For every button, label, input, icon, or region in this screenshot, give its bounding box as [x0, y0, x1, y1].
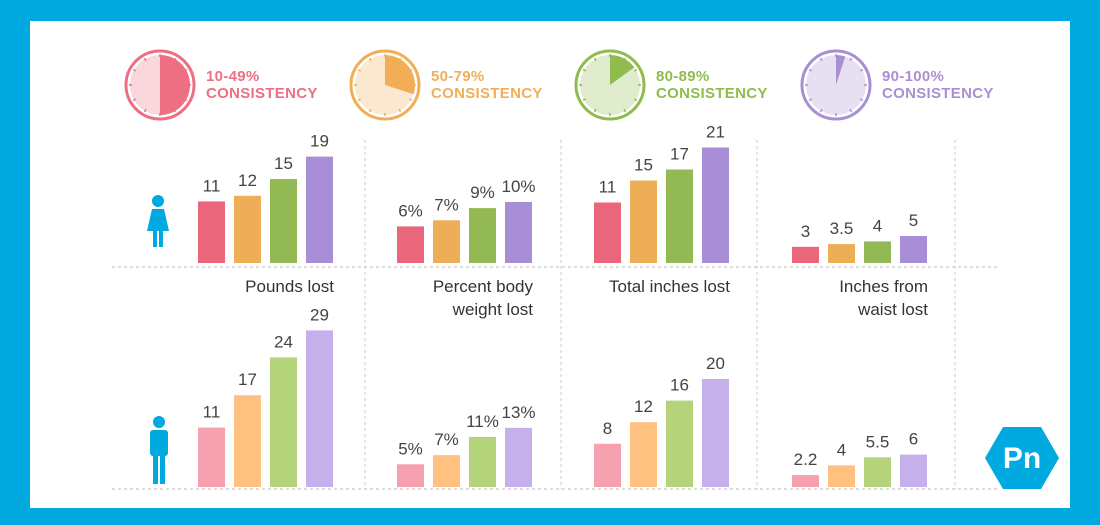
bar-women-p3-s4	[702, 147, 729, 263]
bar-women-p2-s1	[397, 226, 424, 263]
value-label-men-p1-s4: 29	[310, 305, 329, 324]
figures	[147, 195, 169, 484]
value-label-men-p1-s1: 11	[203, 403, 221, 422]
legend-consistency: CONSISTENCY	[431, 85, 543, 102]
woman-icon	[147, 195, 169, 247]
legend-label: 50-79% CONSISTENCY	[431, 68, 543, 102]
value-label-women-p2-s4: 10%	[501, 177, 535, 196]
value-label-women-p2-s1: 6%	[398, 201, 423, 220]
bar-men-p1-s3	[270, 357, 297, 487]
value-label-men-p4-s1: 2.2	[794, 450, 818, 469]
bar-men-p3-s3	[666, 400, 693, 487]
legend-percent: 80-89%	[656, 68, 710, 85]
bar-women-p4-s1	[792, 246, 819, 263]
category-label-p2: weight lost	[452, 300, 534, 319]
bar-women-p3-s1	[594, 202, 621, 263]
bar-men-p3-s1	[594, 443, 621, 487]
clock-icon	[800, 49, 872, 121]
legend-percent: 50-79%	[431, 68, 485, 85]
bar-men-p3-s2	[630, 422, 657, 487]
bar-men-p2-s2	[433, 455, 460, 487]
man-icon	[150, 416, 168, 484]
bar-women-p2-s4	[505, 202, 532, 263]
value-label-women-p1-s3: 15	[274, 154, 293, 173]
bar-men-p4-s4	[900, 454, 927, 487]
legend-item-2: 50-79% CONSISTENCY	[349, 49, 543, 121]
bar-women-p4-s4	[900, 236, 927, 263]
value-label-men-p2-s1: 5%	[398, 439, 423, 458]
value-label-men-p2-s3: 11%	[466, 412, 499, 431]
bar-women-p3-s2	[630, 180, 657, 263]
legend-item-3: 80-89% CONSISTENCY	[574, 49, 768, 121]
legend-percent: 10-49%	[206, 68, 260, 85]
bar-men-p2-s4	[505, 427, 532, 487]
bars: 11 12 15 19 11 17 24 29 Pounds lost 6% 7% 9% 10% 5% 7%…	[198, 123, 928, 487]
value-label-women-p1-s1: 11	[203, 176, 221, 195]
category-label-p2: Percent body	[433, 277, 534, 296]
bar-men-p4-s3	[864, 457, 891, 487]
legend-consistency: CONSISTENCY	[882, 85, 994, 102]
value-label-women-p4-s3: 4	[873, 216, 882, 235]
value-label-women-p4-s2: 3.5	[830, 219, 854, 238]
legend-consistency: CONSISTENCY	[656, 85, 768, 102]
legend-item-4: 90-100% CONSISTENCY	[800, 49, 994, 121]
legend-percent: 90-100%	[882, 68, 945, 85]
value-label-men-p4-s4: 6	[909, 430, 918, 449]
bar-men-p1-s1	[198, 427, 225, 487]
legend-label: 10-49% CONSISTENCY	[206, 68, 318, 102]
value-label-men-p2-s4: 13%	[501, 403, 535, 422]
pn-logo: Pn	[985, 427, 1059, 489]
legend-label: 80-89% CONSISTENCY	[656, 68, 768, 102]
value-label-men-p4-s3: 5.5	[866, 432, 890, 451]
bar-men-p1-s2	[234, 395, 261, 487]
value-label-women-p3-s2: 15	[634, 156, 653, 175]
category-label-p1: Pounds lost	[245, 277, 334, 296]
value-label-women-p3-s1: 11	[599, 178, 617, 197]
value-label-women-p3-s4: 21	[706, 123, 725, 142]
legend-item-1: 10-49% CONSISTENCY	[124, 49, 318, 121]
category-label-p3: Total inches lost	[609, 277, 730, 296]
bar-women-p2-s3	[469, 208, 496, 263]
clock-icon	[349, 49, 421, 121]
legend-label: 90-100% CONSISTENCY	[882, 68, 994, 102]
bar-women-p1-s4	[306, 156, 333, 263]
value-label-men-p1-s3: 24	[274, 332, 293, 351]
value-label-men-p2-s2: 7%	[434, 430, 459, 449]
value-label-women-p4-s1: 3	[801, 222, 810, 241]
category-label-p4: Inches from	[839, 277, 928, 296]
grid-lines	[112, 140, 1000, 490]
value-label-men-p3-s1: 8	[603, 419, 612, 438]
value-label-men-p3-s3: 16	[670, 376, 689, 395]
value-label-women-p3-s3: 17	[670, 145, 689, 164]
value-label-men-p3-s2: 12	[634, 397, 653, 416]
bar-men-p4-s2	[828, 465, 855, 487]
logo-text: Pn	[1003, 442, 1041, 475]
value-label-men-p1-s2: 17	[238, 370, 257, 389]
value-label-women-p4-s4: 5	[909, 211, 918, 230]
bar-men-p2-s1	[397, 464, 424, 487]
bar-women-p3-s3	[666, 169, 693, 263]
bar-women-p4-s2	[828, 244, 855, 263]
legend-consistency: CONSISTENCY	[206, 85, 318, 102]
value-label-women-p2-s3: 9%	[470, 183, 495, 202]
value-label-women-p1-s2: 12	[238, 171, 257, 190]
bar-women-p1-s1	[198, 201, 225, 263]
value-label-women-p1-s4: 19	[310, 132, 329, 151]
bar-women-p4-s3	[864, 241, 891, 263]
infographic-card	[30, 21, 1070, 508]
bar-men-p2-s3	[469, 436, 496, 487]
clock-icon	[124, 49, 196, 121]
bar-men-p1-s4	[306, 330, 333, 487]
value-label-men-p4-s2: 4	[837, 440, 846, 459]
value-label-women-p2-s2: 7%	[434, 195, 459, 214]
bar-women-p1-s2	[234, 195, 261, 263]
value-label-men-p3-s4: 20	[706, 354, 725, 373]
bar-women-p2-s2	[433, 220, 460, 263]
clock-icon	[574, 49, 646, 121]
bar-men-p3-s4	[702, 379, 729, 487]
category-label-p4: waist lost	[857, 300, 928, 319]
bar-men-p4-s1	[792, 475, 819, 487]
bar-women-p1-s3	[270, 179, 297, 263]
